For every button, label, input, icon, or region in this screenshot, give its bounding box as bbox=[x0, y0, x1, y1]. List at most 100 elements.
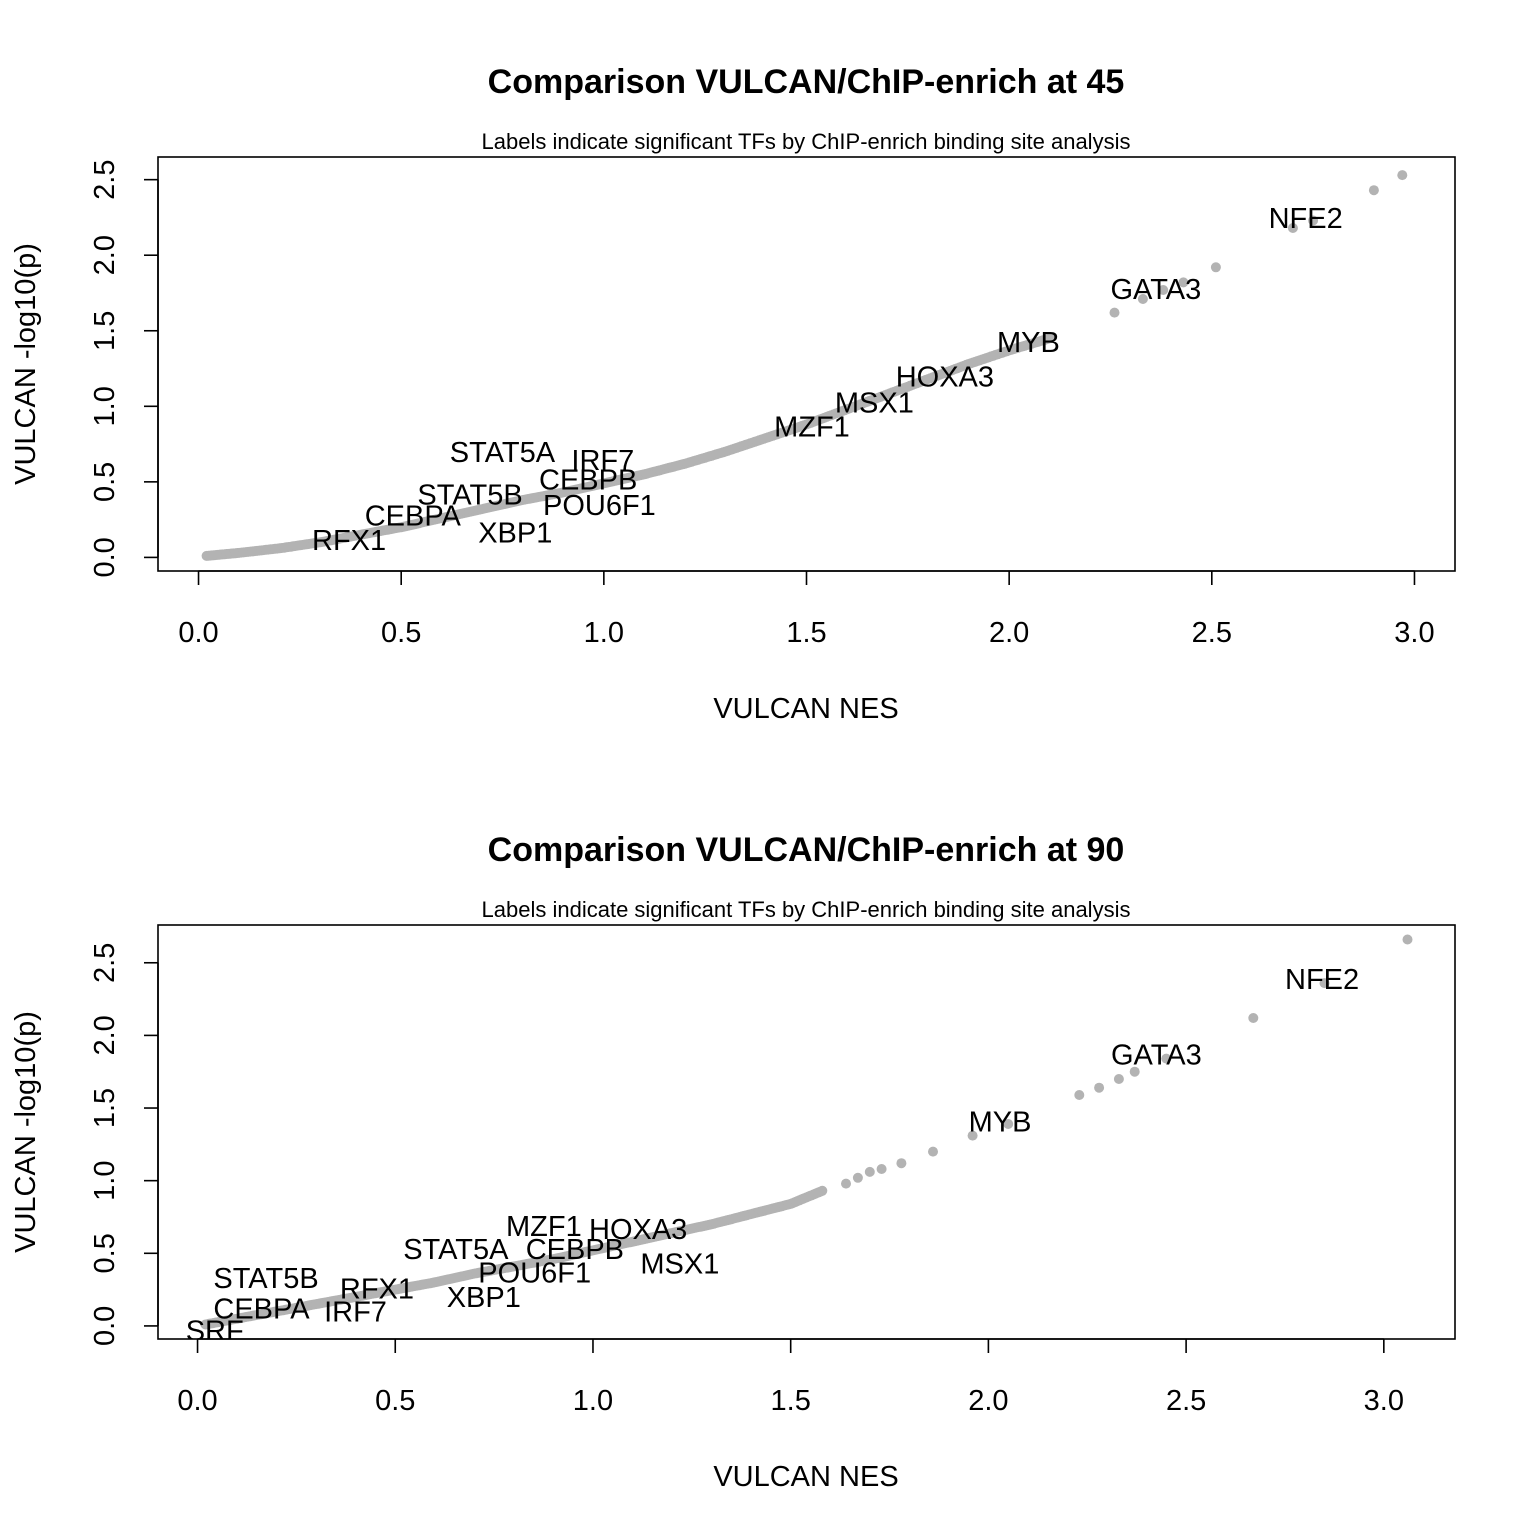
data-point bbox=[1158, 285, 1169, 295]
data-point bbox=[1003, 1119, 1014, 1129]
chart-panel-45: Comparison VULCAN/ChIP-enrich at 45 Labe… bbox=[10, 63, 1456, 725]
y-tick-label: 0.0 bbox=[89, 1306, 121, 1346]
x-tick-label: 3.0 bbox=[1364, 1385, 1404, 1417]
point-label: NFE2 bbox=[1285, 964, 1359, 996]
point-label: CEBPB bbox=[539, 464, 637, 496]
y-axis-label: VULCAN -log10(p) bbox=[10, 243, 42, 485]
x-tick-label: 2.0 bbox=[968, 1385, 1008, 1417]
data-point bbox=[1368, 185, 1379, 196]
y-tick-label: 0.0 bbox=[89, 537, 121, 577]
y-tick-label: 2.5 bbox=[89, 943, 121, 983]
data-points bbox=[200, 934, 1413, 1330]
data-point bbox=[1178, 277, 1189, 288]
data-points bbox=[201, 170, 1408, 561]
x-tick-label: 1.0 bbox=[573, 1385, 613, 1417]
point-label: MSX1 bbox=[640, 1249, 719, 1281]
point-label: GATA3 bbox=[1111, 274, 1202, 306]
plot-frame bbox=[157, 156, 1456, 572]
point-label: HOXA3 bbox=[589, 1214, 687, 1246]
point-label: MYB bbox=[997, 327, 1060, 359]
data-point bbox=[876, 1164, 887, 1174]
point-label: POU6F1 bbox=[543, 490, 656, 522]
x-tick-label: 3.0 bbox=[1394, 617, 1434, 649]
data-point bbox=[1137, 294, 1148, 304]
point-label: STAT5A bbox=[403, 1234, 509, 1266]
chart-title: Comparison VULCAN/ChIP-enrich at 90 bbox=[488, 831, 1125, 869]
data-point bbox=[841, 1178, 851, 1189]
point-label: CEBPA bbox=[213, 1294, 310, 1326]
point-label: NFE2 bbox=[1269, 203, 1343, 235]
x-tick-label: 1.5 bbox=[771, 1385, 811, 1417]
x-tick-label: 1.0 bbox=[584, 617, 624, 649]
data-point bbox=[1094, 1082, 1105, 1093]
y-tick-label: 1.5 bbox=[89, 311, 121, 351]
data-point bbox=[1308, 215, 1319, 226]
x-tick-label: 0.5 bbox=[375, 1385, 415, 1417]
point-label: XBP1 bbox=[447, 1282, 521, 1314]
y-axis: 0.0 0.5 1.0 1.5 2.0 2.5 bbox=[89, 943, 159, 1346]
data-point bbox=[896, 1158, 907, 1169]
data-point bbox=[1044, 333, 1055, 344]
point-labels: NFE2 GATA3 MYB MZF1 HOXA3 STAT5A CEBPB MSX1 POU6… bbox=[186, 964, 1359, 1348]
data-point bbox=[1210, 262, 1221, 273]
x-tick-label: 2.5 bbox=[1192, 617, 1232, 649]
data-point bbox=[1402, 934, 1413, 945]
x-tick-label: 2.0 bbox=[989, 617, 1029, 649]
point-label: SRF bbox=[186, 1316, 244, 1348]
data-point bbox=[817, 1185, 828, 1196]
data-point bbox=[864, 1166, 875, 1177]
data-point bbox=[1248, 1013, 1259, 1023]
point-label: MZF1 bbox=[506, 1211, 582, 1243]
y-tick-label: 0.5 bbox=[89, 462, 121, 502]
x-axis: 0.0 0.5 1.0 1.5 2.0 2.5 3.0 bbox=[177, 1338, 1404, 1417]
point-label: GATA3 bbox=[1111, 1040, 1202, 1072]
x-tick-label: 0.0 bbox=[177, 1385, 217, 1417]
x-axis-label: VULCAN NES bbox=[713, 1461, 898, 1493]
data-point bbox=[1074, 1090, 1085, 1100]
y-axis: 0.0 0.5 1.0 1.5 2.0 2.5 bbox=[89, 160, 159, 578]
chart-subtitle: Labels indicate significant TFs by ChIP-… bbox=[482, 897, 1131, 922]
x-tick-label: 1.5 bbox=[786, 617, 826, 649]
y-tick-label: 2.0 bbox=[89, 235, 121, 275]
point-label: HOXA3 bbox=[896, 362, 994, 394]
y-tick-label: 0.5 bbox=[89, 1233, 121, 1273]
data-point bbox=[1319, 978, 1330, 989]
x-tick-label: 2.5 bbox=[1166, 1385, 1206, 1417]
data-point bbox=[1161, 1053, 1172, 1064]
chart-panel-90: Comparison VULCAN/ChIP-enrich at 90 Labe… bbox=[10, 831, 1456, 1493]
point-label: RFX1 bbox=[312, 525, 386, 557]
data-point bbox=[1109, 307, 1120, 318]
data-point bbox=[928, 1146, 938, 1157]
data-point bbox=[1113, 1074, 1124, 1084]
y-tick-label: 1.0 bbox=[89, 1161, 121, 1201]
point-label: CEBPA bbox=[365, 501, 462, 533]
chart-title: Comparison VULCAN/ChIP-enrich at 45 bbox=[488, 63, 1125, 101]
point-label: CEBPB bbox=[526, 1234, 624, 1266]
y-tick-label: 1.5 bbox=[89, 1088, 121, 1128]
point-label: RFX1 bbox=[340, 1273, 414, 1305]
chart-subtitle: Labels indicate significant TFs by ChIP-… bbox=[482, 129, 1131, 154]
point-label: MSX1 bbox=[835, 387, 914, 419]
y-tick-label: 2.5 bbox=[89, 160, 121, 200]
y-axis-label: VULCAN -log10(p) bbox=[10, 1011, 42, 1253]
y-tick-label: 2.0 bbox=[89, 1015, 121, 1055]
point-label: STAT5B bbox=[213, 1263, 318, 1295]
point-label: STAT5A bbox=[450, 437, 556, 469]
point-label: IRF7 bbox=[324, 1297, 387, 1329]
x-axis-label: VULCAN NES bbox=[713, 693, 898, 725]
data-point bbox=[1129, 1066, 1140, 1077]
x-tick-label: 0.5 bbox=[381, 617, 421, 649]
point-label: MYB bbox=[969, 1106, 1032, 1138]
x-tick-label: 0.0 bbox=[178, 617, 218, 649]
point-label: STAT5B bbox=[417, 480, 522, 512]
point-label: XBP1 bbox=[478, 517, 552, 549]
data-point bbox=[1287, 223, 1298, 233]
point-label: MZF1 bbox=[774, 412, 850, 444]
point-label: POU6F1 bbox=[478, 1257, 591, 1289]
point-label: IRF7 bbox=[571, 445, 634, 477]
data-point bbox=[967, 1130, 978, 1141]
data-point bbox=[852, 1172, 863, 1183]
data-point bbox=[1397, 170, 1408, 181]
